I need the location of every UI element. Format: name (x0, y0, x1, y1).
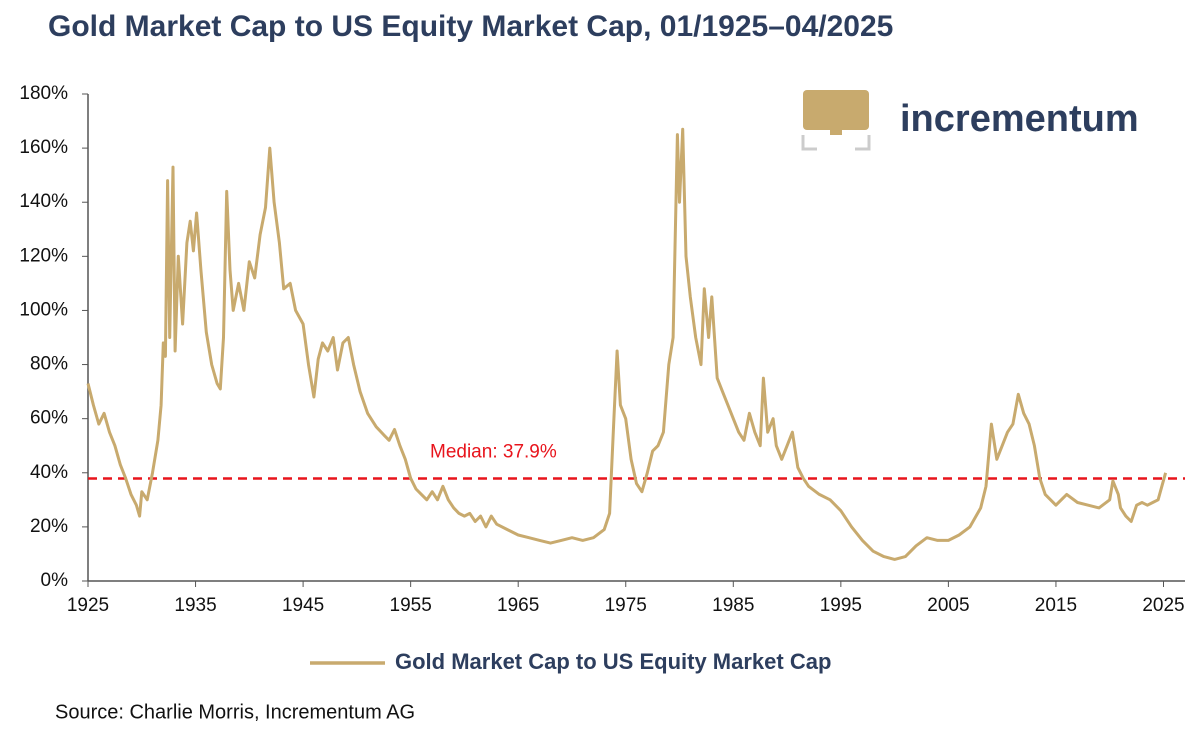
chart-title: Gold Market Cap to US Equity Market Cap,… (48, 10, 893, 43)
y-tick-label: 100% (19, 299, 68, 320)
y-tick-label: 40% (30, 462, 68, 483)
x-tick-label: 2015 (1035, 595, 1077, 616)
y-tick-label: 180% (19, 83, 68, 104)
x-tick-label: 2025 (1142, 595, 1184, 616)
x-tick-label: 1945 (282, 595, 324, 616)
x-tick-label: 1955 (390, 595, 432, 616)
median-label: Median: 37.9% (430, 441, 557, 462)
x-tick-label: 1995 (820, 595, 862, 616)
source: Source: Charlie Morris, Incrementum AG (55, 701, 415, 723)
series-line (86, 127, 1168, 561)
y-tick-label: 160% (19, 137, 68, 158)
x-tick-label: 1965 (497, 595, 539, 616)
y-tick-label: 20% (30, 516, 68, 537)
logo-icon (801, 90, 871, 151)
legend-label: Gold Market Cap to US Equity Market Cap (395, 649, 831, 674)
y-tick-label: 140% (19, 191, 68, 212)
x-tick-label: 1935 (174, 595, 216, 616)
x-tick-label: 1925 (67, 595, 109, 616)
logo-text: incrementum (900, 98, 1139, 140)
y-tick-label: 0% (41, 570, 69, 591)
y-tick-label: 60% (30, 408, 68, 429)
y-tick-label: 80% (30, 354, 68, 375)
y-tick-label: 120% (19, 245, 68, 266)
x-tick-label: 2005 (927, 595, 969, 616)
x-tick-label: 1985 (712, 595, 754, 616)
x-tick-label: 1975 (605, 595, 647, 616)
